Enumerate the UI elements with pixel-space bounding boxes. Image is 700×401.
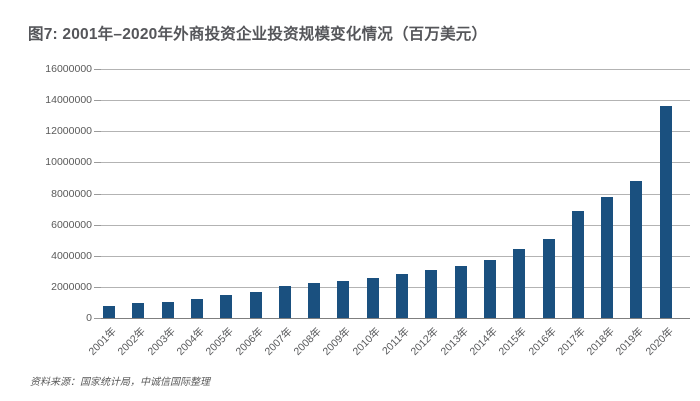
gridline xyxy=(100,255,690,257)
y-axis-tick-label: 4000000 xyxy=(51,249,92,262)
y-axis-tick xyxy=(94,100,101,102)
bar xyxy=(601,196,614,318)
bar xyxy=(132,303,145,318)
gridline xyxy=(100,193,690,195)
bar xyxy=(220,295,233,318)
gridline xyxy=(100,224,690,226)
bar xyxy=(366,277,379,318)
bar xyxy=(513,248,526,318)
y-axis-tick-label: 2000000 xyxy=(51,280,92,293)
y-axis-tick xyxy=(94,162,101,164)
bar xyxy=(278,286,291,318)
gridline xyxy=(100,286,690,288)
y-axis-tick xyxy=(94,69,101,70)
bar xyxy=(103,305,115,318)
y-axis-tick-label: 10000000 xyxy=(45,156,92,169)
y-axis-tick-label: 0 xyxy=(86,312,92,324)
bar xyxy=(483,259,496,318)
gridline xyxy=(100,131,690,133)
source-note: 资料来源：国家统计局，中诚信国际整理 xyxy=(30,377,210,388)
y-axis-tick-label: 14000000 xyxy=(45,94,92,107)
y-axis-tick-label: 6000000 xyxy=(51,218,92,231)
bar xyxy=(571,211,584,318)
bar xyxy=(542,239,555,318)
bar xyxy=(308,282,321,318)
y-axis-tick xyxy=(94,286,101,288)
bar xyxy=(425,269,438,318)
bar xyxy=(337,280,350,318)
y-axis-tick-label: 12000000 xyxy=(45,125,92,138)
bar xyxy=(396,274,408,318)
gridline xyxy=(100,100,690,102)
bar xyxy=(190,298,203,318)
y-axis-tick xyxy=(94,255,101,257)
bar xyxy=(454,265,467,318)
bar-chart-plot-area: 16000000 14000000 12000000 10000000 8000000 6… xyxy=(45,63,690,358)
bar xyxy=(249,291,262,318)
y-axis-tick xyxy=(94,224,101,226)
y-axis-tick xyxy=(94,318,101,319)
gridline xyxy=(100,162,690,164)
bar xyxy=(659,106,672,318)
x-axis-line xyxy=(100,318,690,319)
chart-title: 图7: 2001年–2020年外商投资企业投资规模变化情况（百万美元） xyxy=(28,26,488,43)
bar xyxy=(630,181,643,318)
y-axis-tick-label: 8000000 xyxy=(51,187,92,200)
bar xyxy=(161,301,174,318)
y-axis-tick xyxy=(94,131,101,133)
gridline xyxy=(100,69,690,70)
y-axis-tick xyxy=(94,193,101,195)
y-axis-tick-label: 16000000 xyxy=(45,63,92,75)
